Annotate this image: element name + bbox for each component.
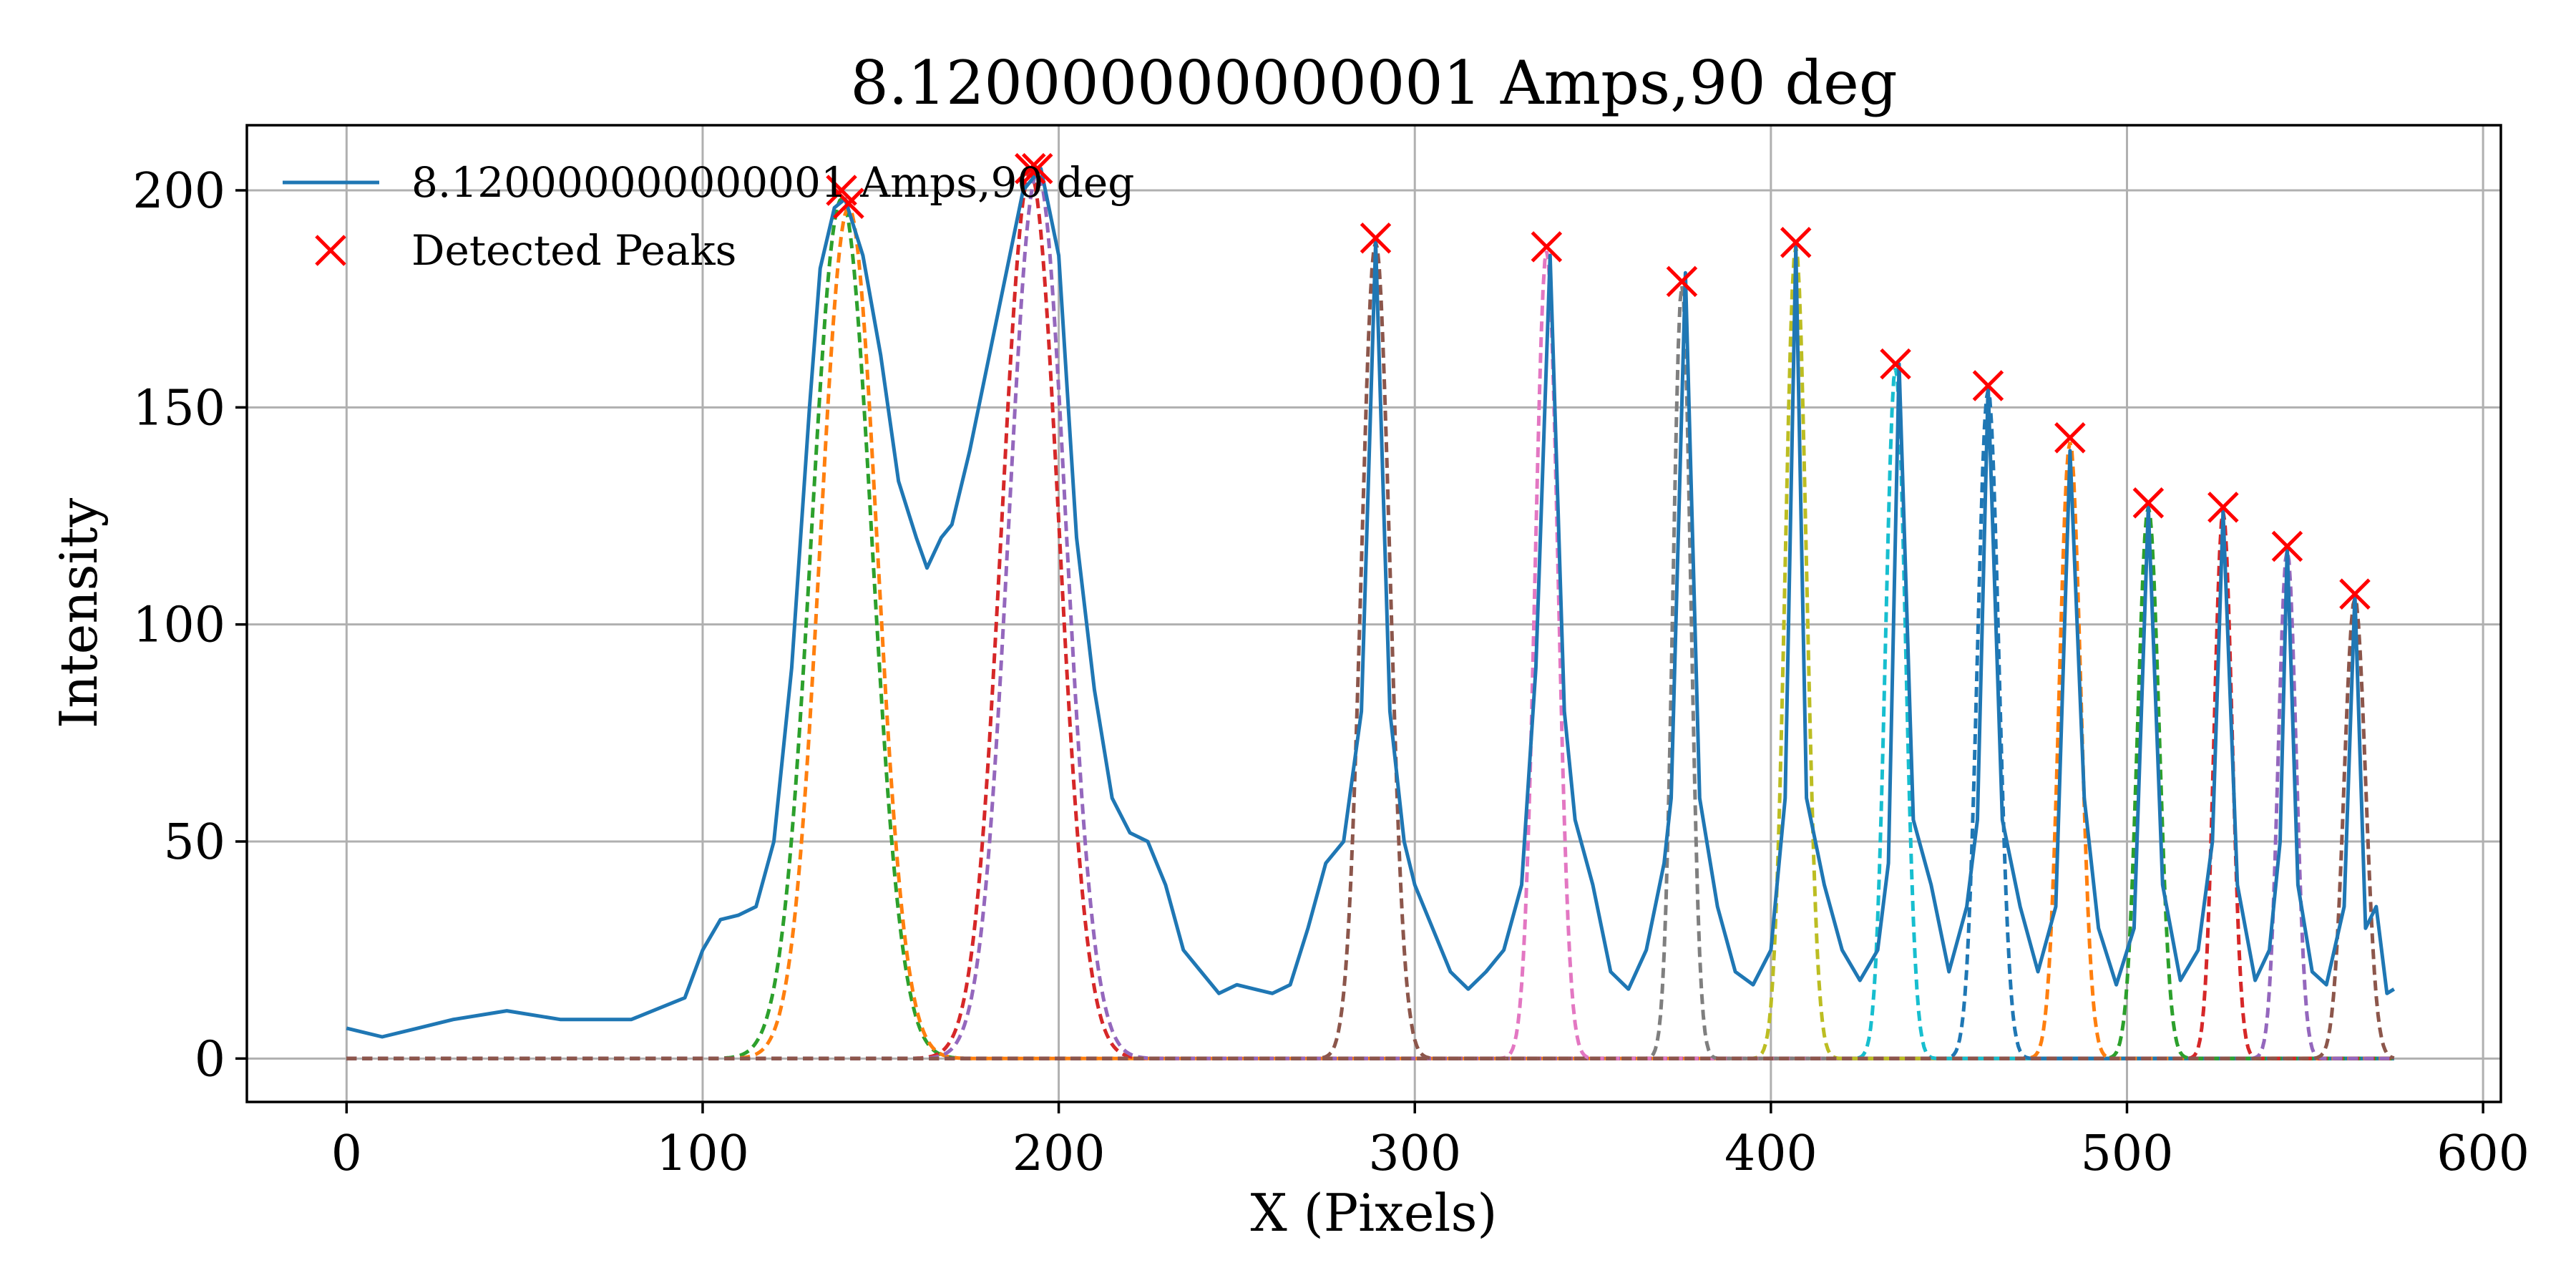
x-tick-label: 300 <box>1368 1126 1461 1182</box>
legend: 8.120000000000001 Amps,90 deg Detected P… <box>283 158 1134 275</box>
plot-frame <box>245 124 2502 1103</box>
series-line <box>346 167 2395 1039</box>
peak-marker <box>2271 530 2303 562</box>
peak-marker <box>2132 487 2165 519</box>
x-tick-label: 400 <box>1724 1126 1818 1182</box>
peak-marker <box>2207 492 2239 523</box>
y-tick-label: 150 <box>132 380 225 436</box>
peak-marker <box>1021 152 1053 185</box>
peak-marker <box>2054 422 2086 454</box>
x-tick-label: 600 <box>2436 1126 2529 1182</box>
peak-marker <box>1015 152 1046 185</box>
y-tick-label: 100 <box>132 597 225 654</box>
y-axis-label: Intensity <box>49 498 109 729</box>
peak-markers <box>826 152 2371 610</box>
peak-marker <box>1531 231 1563 263</box>
legend-marker-swatch <box>315 235 346 266</box>
legend-label-peaks: Detected Peaks <box>411 226 736 275</box>
x-tick-label: 100 <box>656 1126 749 1182</box>
fit-curves <box>346 170 2395 1060</box>
peak-marker <box>1666 265 1698 298</box>
axis-ticks: 0 100 200 300 400 500 600 0 50 100 150 200 <box>132 163 2529 1182</box>
peak-marker <box>1360 222 1392 254</box>
peak-marker <box>2339 578 2371 610</box>
peak-marker <box>1780 227 1812 258</box>
x-tick-label: 200 <box>1013 1126 1106 1182</box>
fit-curve-15 <box>346 592 2395 1060</box>
peak-marker <box>833 187 864 219</box>
chart-title: 8.120000000000001 Amps,90 deg <box>850 48 1897 118</box>
y-tick-label: 200 <box>132 163 225 220</box>
x-tick-label: 0 <box>331 1126 362 1182</box>
data-series <box>346 167 2395 1039</box>
y-tick-label: 50 <box>163 814 225 871</box>
x-tick-label: 500 <box>2081 1126 2174 1182</box>
y-tick-label: 0 <box>195 1031 225 1088</box>
peak-marker <box>1880 348 1911 380</box>
x-axis-label: X (Pixels) <box>1251 1183 1498 1243</box>
peak-marker <box>1972 370 2004 401</box>
grid <box>247 125 2501 1102</box>
legend-label-series: 8.120000000000001 Amps,90 deg <box>411 158 1134 207</box>
